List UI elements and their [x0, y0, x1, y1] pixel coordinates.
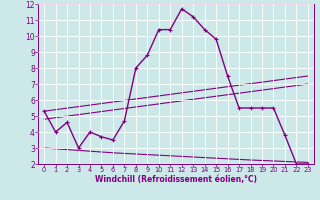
X-axis label: Windchill (Refroidissement éolien,°C): Windchill (Refroidissement éolien,°C) — [95, 175, 257, 184]
